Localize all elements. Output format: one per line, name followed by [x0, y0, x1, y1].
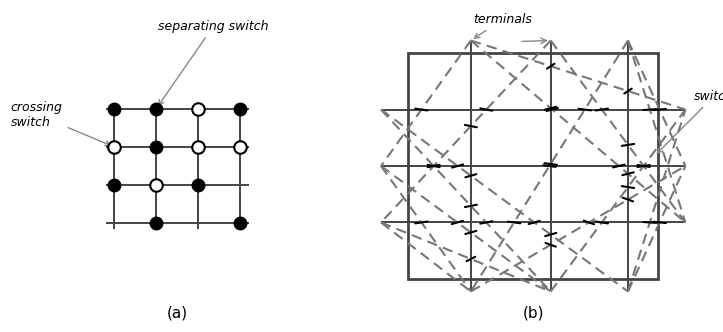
Text: crossing
switch: crossing switch [11, 101, 110, 146]
Text: terminals: terminals [473, 13, 532, 38]
Text: (a): (a) [166, 305, 188, 320]
Text: separating switch: separating switch [158, 20, 268, 105]
Text: switch: switch [657, 90, 723, 153]
Text: (b): (b) [523, 305, 544, 320]
Bar [408, 53, 658, 279]
